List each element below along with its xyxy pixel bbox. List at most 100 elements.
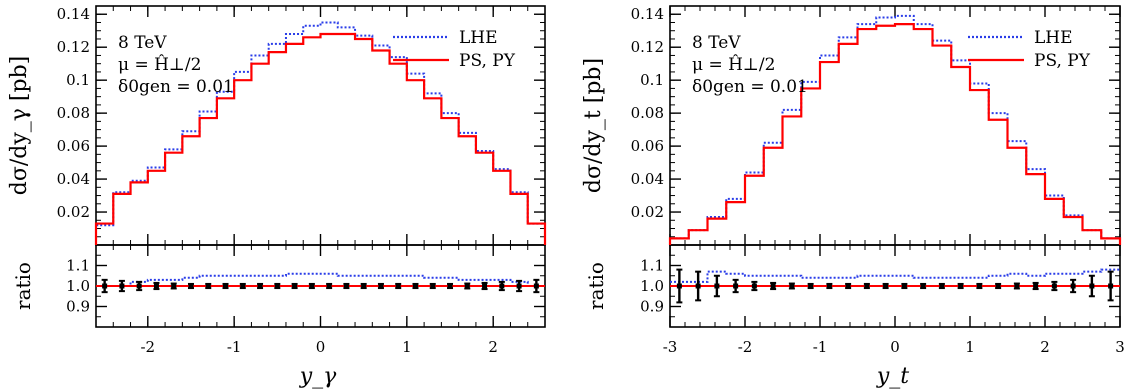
ratio-error-marker: [845, 283, 851, 289]
ratio-error-marker: [1070, 283, 1076, 289]
x-tick-label: 2: [1040, 338, 1050, 356]
ratio-error-marker: [223, 283, 229, 289]
chart-panel-right: -3 -2 -1 0 1 2 3 0.02 0.04 0.06 0.08 0.1 0.12 0.14 0.9…: [581, 5, 1125, 389]
annotation-text: 8 TeV: [692, 33, 741, 53]
y-axis-title: dσ/dy_t [pb]: [581, 58, 606, 193]
y-tick-label: 0.08: [631, 104, 664, 122]
y-tick-label: 0.14: [57, 5, 90, 23]
y-tick-label: 0.14: [631, 5, 664, 23]
ratio-error-marker: [136, 283, 142, 289]
y-tick-label: 0.04: [57, 170, 90, 188]
y-tick-label: 0.04: [631, 170, 664, 188]
annotation-text: δ0gen = 0.01: [692, 77, 808, 97]
legend-label: PS, PY: [459, 51, 516, 71]
y-tick-label: 0.12: [57, 38, 90, 56]
legend-label: LHE: [1034, 28, 1073, 48]
y-tick-label: 0.1: [640, 71, 664, 89]
ratio-error-marker: [447, 283, 453, 289]
ratio-axis-title: ratio: [584, 262, 608, 310]
ratio-error-marker: [789, 283, 795, 289]
ratio-error-marker: [676, 283, 682, 289]
ratio-error-marker: [826, 283, 832, 289]
ratio-error-marker: [516, 283, 522, 289]
annotation-text: μ = Ĥ⊥/2: [118, 54, 201, 75]
series-ps-py-histogram: [94, 32, 547, 245]
ratio-error-marker: [695, 283, 701, 289]
ratio-error-marker: [102, 283, 108, 289]
ratio-y-tick-label: 1.1: [640, 257, 664, 275]
annotation-text: 8 TeV: [118, 33, 167, 53]
annotation-text: μ = Ĥ⊥/2: [692, 54, 775, 75]
x-tick-label: 1: [402, 338, 412, 356]
x-tick-label: -2: [738, 338, 753, 356]
ratio-error-marker: [188, 283, 194, 289]
legend-label: LHE: [459, 28, 498, 48]
y-tick-label: 0.08: [57, 104, 90, 122]
ratio-y-tick-label: 0.9: [66, 298, 90, 316]
ratio-error-marker: [714, 283, 720, 289]
ratio-error-marker: [257, 283, 263, 289]
x-tick-label: 0: [890, 338, 900, 356]
ratio-error-marker: [751, 283, 757, 289]
ratio-error-marker: [533, 283, 539, 289]
x-axis-title: y_t: [876, 364, 909, 389]
ratio-axis-title: ratio: [11, 262, 35, 310]
ratio-error-marker: [240, 283, 246, 289]
y-tick-label: 0.02: [57, 203, 90, 221]
ratio-error-marker: [1033, 283, 1039, 289]
ratio-y-tick-label: 1.0: [66, 277, 90, 295]
ratio-error-marker: [153, 283, 159, 289]
ratio-error-marker: [326, 283, 332, 289]
ratio-error-marker: [920, 283, 926, 289]
ratio-error-marker: [1014, 283, 1020, 289]
ratio-error-marker: [378, 283, 384, 289]
y-tick-label: 0.02: [631, 203, 664, 221]
x-tick-label: -2: [140, 338, 155, 356]
ratio-error-marker: [395, 283, 401, 289]
ratio-error-marker: [482, 283, 488, 289]
x-tick-label: 1: [965, 338, 975, 356]
ratio-error-marker: [430, 283, 436, 289]
x-tick-label: 2: [488, 338, 498, 356]
annotation-text: δ0gen = 0.01: [118, 77, 234, 97]
x-tick-label: -1: [227, 338, 242, 356]
x-tick-label: -1: [813, 338, 828, 356]
ratio-error-marker: [1089, 283, 1095, 289]
ratio-error-marker: [205, 283, 211, 289]
ratio-error-marker: [883, 283, 889, 289]
ratio-y-tick-label: 1.0: [640, 277, 664, 295]
ratio-error-marker: [343, 283, 349, 289]
ratio-error-marker: [361, 283, 367, 289]
y-tick-label: 0.12: [631, 38, 664, 56]
ratio-error-marker: [499, 283, 505, 289]
ratio-y-tick-label: 1.1: [66, 257, 90, 275]
y-tick-label: 0.1: [66, 71, 90, 89]
ratio-y-tick-label: 0.9: [640, 298, 664, 316]
ratio-error-marker: [864, 283, 870, 289]
x-axis-title: y_γ: [299, 364, 337, 389]
x-tick-label: -3: [663, 338, 678, 356]
ratio-error-marker: [958, 283, 964, 289]
ratio-error-marker: [901, 283, 907, 289]
ratio-error-marker: [939, 283, 945, 289]
ratio-error-marker: [412, 283, 418, 289]
ratio-error-marker: [995, 283, 1001, 289]
ratio-error-marker: [1108, 283, 1114, 289]
x-tick-label: 3: [1115, 338, 1125, 356]
y-tick-label: 0.06: [57, 137, 90, 155]
ratio-error-marker: [976, 283, 982, 289]
ratio-error-marker: [733, 283, 739, 289]
ratio-error-marker: [808, 283, 814, 289]
ratio-error-marker: [292, 283, 298, 289]
series-ps-py-histogram: [668, 23, 1122, 245]
ratio-error-marker: [464, 283, 470, 289]
ratio-error-marker: [770, 283, 776, 289]
x-tick-label: 0: [316, 338, 326, 356]
ratio-error-marker: [1051, 283, 1057, 289]
y-axis-title: dσ/dy_γ [pb]: [7, 56, 32, 196]
chart-panel-left: -2 -1 0 1 2 0.02 0.04 0.06 0.08 0.1 0.12 0.14 0.9 1.0…: [7, 5, 547, 389]
y-tick-label: 0.06: [631, 137, 664, 155]
ratio-error-marker: [309, 283, 315, 289]
ratio-lhe-line: [96, 272, 545, 287]
